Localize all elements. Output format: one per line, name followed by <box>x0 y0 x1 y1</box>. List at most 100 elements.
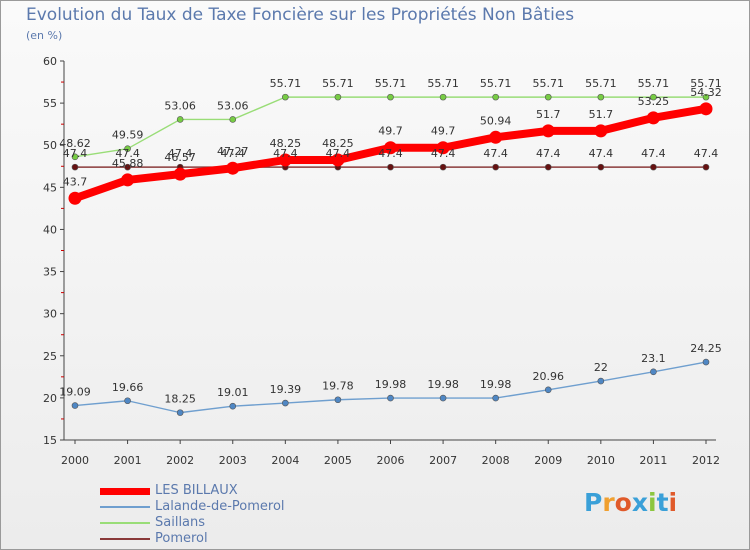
data-label-les-billaux: 48.25 <box>270 137 302 150</box>
data-point-saillans <box>387 93 394 101</box>
data-point-lalande-de-pomerol <box>334 396 342 404</box>
data-point-les-billaux <box>594 124 608 138</box>
data-label-lalande-de-pomerol: 19.98 <box>427 378 459 391</box>
data-label-les-billaux: 47.27 <box>217 145 249 158</box>
data-label-les-billaux: 51.7 <box>536 108 561 121</box>
x-tick-label: 2006 <box>377 454 405 467</box>
data-label-les-billaux: 50.94 <box>480 114 512 127</box>
data-label-pomerol: 47.4 <box>221 147 246 160</box>
x-tick-label: 2002 <box>166 454 194 467</box>
data-point-les-billaux <box>226 161 240 175</box>
data-label-lalande-de-pomerol: 22 <box>594 361 608 374</box>
data-label-saillans: 55.71 <box>585 77 617 90</box>
legend-item-pomerol: Pomerol <box>100 531 360 547</box>
data-point-pomerol <box>71 163 79 171</box>
logo-letter: i <box>668 488 678 517</box>
legend-swatch-saillans <box>100 522 150 524</box>
data-label-pomerol: 47.4 <box>115 147 140 160</box>
data-point-les-billaux <box>646 111 660 125</box>
data-point-les-billaux <box>121 173 135 187</box>
data-label-les-billaux: 53.25 <box>638 95 670 108</box>
data-label-lalande-de-pomerol: 18.25 <box>164 393 196 406</box>
legend-item-saillans: Saillans <box>100 515 360 531</box>
data-point-les-billaux <box>331 153 345 167</box>
y-tick-label: 50 <box>43 139 57 152</box>
data-point-pomerol <box>387 163 394 171</box>
y-tick-label: 35 <box>43 266 57 279</box>
data-point-les-billaux <box>278 153 292 167</box>
data-label-lalande-de-pomerol: 19.01 <box>217 386 249 399</box>
data-point-lalande-de-pomerol <box>544 386 552 394</box>
data-point-saillans <box>492 93 499 101</box>
x-tick-label: 2007 <box>429 454 457 467</box>
data-label-les-billaux: 54.32 <box>690 86 722 99</box>
y-tick-label: 25 <box>43 350 57 363</box>
data-label-saillans: 55.71 <box>427 77 459 90</box>
data-point-les-billaux <box>489 130 503 144</box>
data-point-lalande-de-pomerol <box>229 402 237 410</box>
data-point-lalande-de-pomerol <box>176 409 184 416</box>
data-label-lalande-de-pomerol: 24.25 <box>690 342 722 355</box>
data-label-les-billaux: 51.7 <box>589 108 614 121</box>
x-tick-label: 2010 <box>587 454 615 467</box>
logo-letter: x <box>631 488 648 517</box>
data-label-les-billaux: 46.57 <box>164 151 196 164</box>
legend-swatch-lalande-de-pomerol <box>100 506 150 508</box>
data-label-saillans: 55.71 <box>690 77 722 90</box>
data-point-saillans <box>702 93 710 101</box>
data-label-lalande-de-pomerol: 23.1 <box>641 352 666 365</box>
data-label-les-billaux: 48.25 <box>322 137 354 150</box>
data-label-pomerol: 47.4 <box>168 147 193 160</box>
legend-swatch-les-billaux <box>100 488 150 495</box>
data-point-lalande-de-pomerol <box>597 377 605 385</box>
data-point-saillans <box>650 93 657 101</box>
data-point-lalande-de-pomerol <box>492 394 499 402</box>
data-label-pomerol: 47.4 <box>431 147 456 160</box>
data-label-lalande-de-pomerol: 20.96 <box>533 370 565 383</box>
data-point-saillans <box>544 93 552 101</box>
legend-label-lalande-de-pomerol: Lalande-de-Pomerol <box>155 499 285 514</box>
data-label-lalande-de-pomerol: 19.98 <box>375 378 407 391</box>
data-label-pomerol: 47.4 <box>483 147 508 160</box>
data-point-saillans <box>334 93 342 101</box>
data-point-lalande-de-pomerol <box>702 358 710 366</box>
legend-label-pomerol: Pomerol <box>155 531 208 546</box>
data-point-lalande-de-pomerol <box>439 394 447 402</box>
data-label-pomerol: 47.4 <box>536 147 561 160</box>
data-point-saillans <box>439 93 447 101</box>
data-point-pomerol <box>597 163 605 171</box>
data-label-les-billaux: 43.7 <box>63 175 88 188</box>
logo-letter: i <box>648 488 657 517</box>
data-point-pomerol <box>544 163 552 171</box>
data-point-les-billaux <box>541 124 555 138</box>
x-tick-label: 2012 <box>692 454 720 467</box>
data-label-lalande-de-pomerol: 19.66 <box>112 381 144 394</box>
data-point-les-billaux <box>173 167 187 181</box>
legend-label-les-billaux: LES BILLAUX <box>155 483 238 498</box>
y-tick-label: 40 <box>43 223 57 236</box>
data-point-pomerol <box>702 163 710 171</box>
logo-letter: P <box>584 488 603 517</box>
logo-letter: o <box>614 488 632 517</box>
data-point-saillans <box>597 93 605 101</box>
data-label-saillans: 55.71 <box>322 77 354 90</box>
logo-letter: r <box>602 488 615 517</box>
legend-swatch-pomerol <box>100 538 150 540</box>
data-label-les-billaux: 49.7 <box>378 125 403 138</box>
legend: LES BILLAUX Lalande-de-Pomerol Saillans … <box>100 483 360 547</box>
legend-item-lalande-de-pomerol: Lalande-de-Pomerol <box>100 499 360 515</box>
data-label-pomerol: 47.4 <box>694 147 719 160</box>
data-label-saillans: 55.71 <box>375 77 407 90</box>
y-tick-label: 30 <box>43 308 57 321</box>
data-point-les-billaux <box>436 141 450 155</box>
data-label-lalande-de-pomerol: 19.09 <box>59 386 91 399</box>
data-point-les-billaux <box>68 191 82 205</box>
data-point-saillans <box>124 145 131 152</box>
data-label-saillans: 55.71 <box>533 77 565 90</box>
data-label-les-billaux: 49.7 <box>431 125 456 138</box>
y-unit-label: (en %) <box>26 29 63 42</box>
data-point-saillans <box>71 153 79 161</box>
data-label-saillans: 55.71 <box>480 77 512 90</box>
y-tick-label: 15 <box>43 434 57 447</box>
